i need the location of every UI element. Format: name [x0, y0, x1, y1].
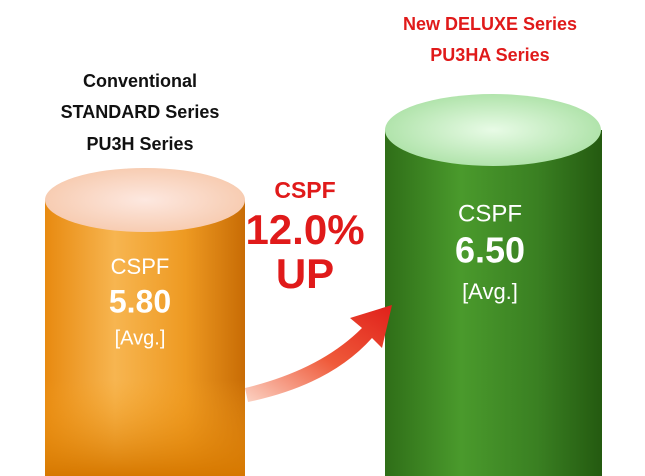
left-heading: PU3H Series	[86, 134, 193, 154]
left-metric: CSPF	[111, 254, 170, 279]
improvement-arrow	[245, 305, 392, 402]
improvement-percent: 12.0%	[245, 206, 364, 253]
improvement-label: UP	[276, 250, 334, 297]
left-note: [Avg.]	[115, 327, 166, 349]
left-heading: STANDARD Series	[61, 102, 220, 122]
left-heading: Conventional	[83, 71, 197, 91]
improvement-metric: CSPF	[274, 177, 335, 203]
right-note: [Avg.]	[462, 279, 518, 304]
deluxe-cylinder	[385, 94, 602, 476]
left-value: 5.80	[109, 283, 171, 319]
right-metric: CSPF	[458, 200, 522, 227]
right-heading: New DELUXE Series	[403, 14, 577, 34]
right-value: 6.50	[455, 230, 525, 271]
standard-cylinder	[45, 168, 245, 476]
right-heading: PU3HA Series	[430, 45, 549, 65]
